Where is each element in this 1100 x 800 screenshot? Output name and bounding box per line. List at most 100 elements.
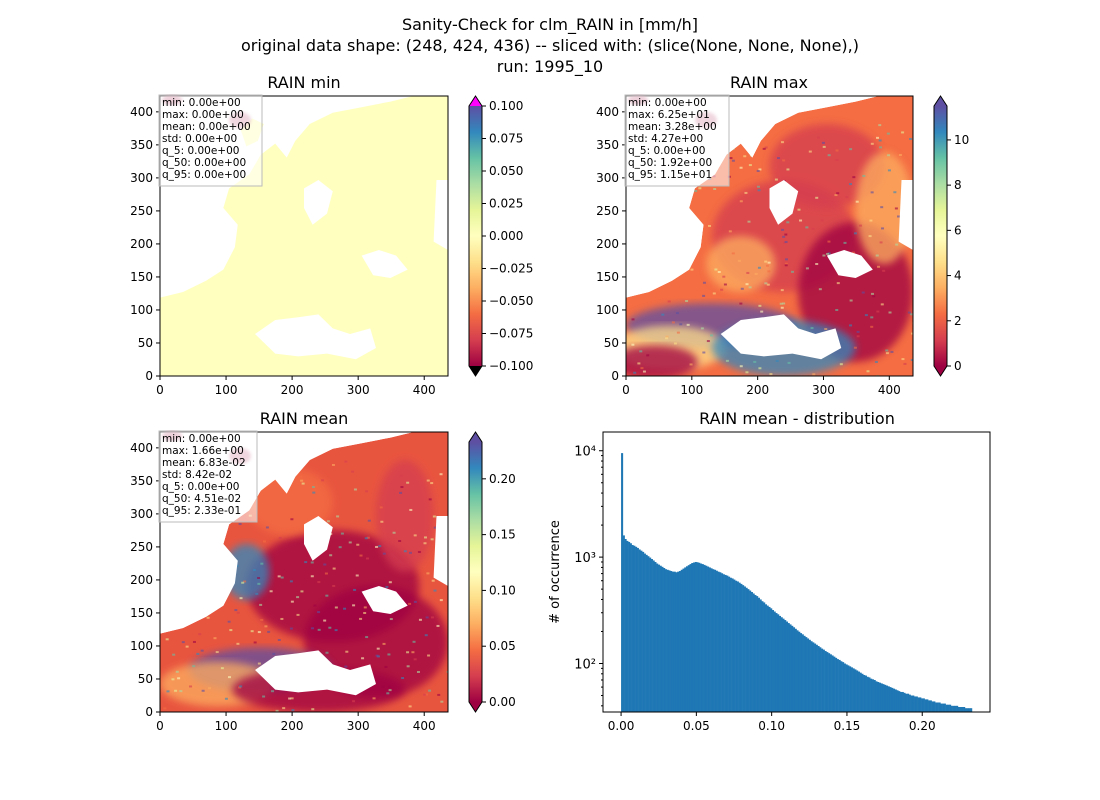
field-speckle xyxy=(382,642,386,645)
field-speckle xyxy=(259,603,263,606)
field-speckle xyxy=(185,645,189,648)
histogram-bar xyxy=(705,565,708,712)
field-speckle xyxy=(725,359,729,362)
field-speckle xyxy=(870,142,874,145)
field-speckle xyxy=(375,654,379,657)
field-speckle xyxy=(340,532,344,535)
panel-rain-max: RAIN max 0 100 200 300 400050100150200250300… xyxy=(596,73,969,397)
histogram-bars xyxy=(621,453,973,712)
y-tick-label: 0 xyxy=(145,369,153,383)
field-speckle xyxy=(250,630,254,633)
suptitle-line-1: Sanity-Check for clm_RAIN in [mm/h] xyxy=(402,15,698,35)
field-speckle xyxy=(386,692,390,695)
histogram-bar xyxy=(708,567,711,712)
field-speckle xyxy=(782,235,786,238)
field-speckle xyxy=(774,178,778,181)
field-speckle xyxy=(690,268,694,271)
stat-line: q_50: 1.92e+00 xyxy=(628,157,712,169)
field-speckle xyxy=(737,259,741,262)
field-speckle xyxy=(171,678,175,681)
field-speckle xyxy=(907,311,911,314)
field-speckle xyxy=(856,335,860,338)
field-speckle xyxy=(336,515,340,518)
colorbar-tick-label: 0.00 xyxy=(489,695,516,709)
field-speckle xyxy=(200,649,204,652)
field-speckle xyxy=(328,626,332,629)
field-speckle xyxy=(423,536,427,539)
histogram-bar xyxy=(685,566,689,712)
field-speckle xyxy=(280,617,284,620)
field-speckle xyxy=(356,543,360,546)
field-speckle xyxy=(257,582,261,585)
field-speckle xyxy=(722,275,726,278)
histogram-bar xyxy=(735,580,738,712)
field-speckle xyxy=(820,219,824,222)
field-speckle xyxy=(901,131,905,134)
y-tick-label: 250 xyxy=(130,540,153,554)
field-speckle xyxy=(423,693,427,696)
field-speckle xyxy=(870,325,874,328)
histogram-bar xyxy=(887,686,890,712)
histogram-bar xyxy=(680,569,683,712)
field-speckle xyxy=(241,581,245,584)
field-speckle xyxy=(440,700,444,703)
colorbar-extend-top xyxy=(469,96,482,106)
field-speckle xyxy=(821,141,825,144)
histogram-bar xyxy=(682,568,685,712)
histogram-bar xyxy=(914,696,917,712)
histogram-bar xyxy=(863,674,866,712)
histogram-bar xyxy=(919,697,922,712)
map-image xyxy=(160,96,448,376)
colorbar-tick-label: 0.100 xyxy=(489,99,523,113)
histogram-bar xyxy=(907,693,910,712)
y-tick-label: 10² xyxy=(574,657,596,672)
field-speckle xyxy=(236,642,240,645)
colorbar-gradient xyxy=(469,106,482,366)
x-tick-label: 100 xyxy=(215,719,238,733)
stat-line: q_95: 1.15e+01 xyxy=(628,169,712,181)
histogram-bar xyxy=(773,611,776,712)
histogram-bar xyxy=(829,654,832,712)
field-speckle xyxy=(260,562,264,565)
y-tick-label: 300 xyxy=(596,171,619,185)
histogram-bar xyxy=(847,665,850,712)
colorbar-tick-label: 0.05 xyxy=(489,639,516,653)
histogram-bar xyxy=(789,624,792,712)
histogram-bar xyxy=(970,708,973,712)
field-speckle xyxy=(780,289,784,292)
field-speckle xyxy=(408,551,412,554)
histogram-bar xyxy=(833,656,836,712)
field-speckle xyxy=(675,312,679,315)
stat-line: std: 4.27e+00 xyxy=(628,133,703,145)
field-speckle xyxy=(708,224,712,227)
histogram-bar xyxy=(652,560,655,712)
stat-line: min: 0.00e+00 xyxy=(162,433,241,445)
stat-line: min: 0.00e+00 xyxy=(162,97,241,109)
field-speckle xyxy=(296,613,300,616)
histogram-bar xyxy=(964,708,967,712)
field-speckle xyxy=(381,685,385,688)
histogram-bar xyxy=(696,562,699,712)
field-speckle xyxy=(224,697,228,700)
field-speckle xyxy=(758,304,762,307)
axes-frame xyxy=(625,95,914,377)
field-speckle xyxy=(271,690,275,693)
histogram-bar xyxy=(629,543,632,712)
histogram-bar xyxy=(626,540,629,712)
field-speckle xyxy=(323,563,327,566)
x-tick-label: 0.10 xyxy=(758,719,785,733)
field-speckle xyxy=(338,546,342,549)
field-speckle xyxy=(836,282,840,285)
field-speckle xyxy=(406,665,410,668)
field-speckle xyxy=(849,299,853,302)
y-tick-label: 0 xyxy=(145,705,153,719)
field-speckle xyxy=(425,616,429,619)
histogram-bar xyxy=(840,661,843,712)
field-speckle xyxy=(758,367,762,370)
histogram-bar xyxy=(885,685,889,712)
field-speckle xyxy=(439,599,443,602)
histogram-bar xyxy=(777,614,780,712)
stat-line: q_50: 0.00e+00 xyxy=(162,157,246,169)
field-speckle xyxy=(262,540,266,543)
colorbar-tick-label: 0 xyxy=(954,359,962,373)
